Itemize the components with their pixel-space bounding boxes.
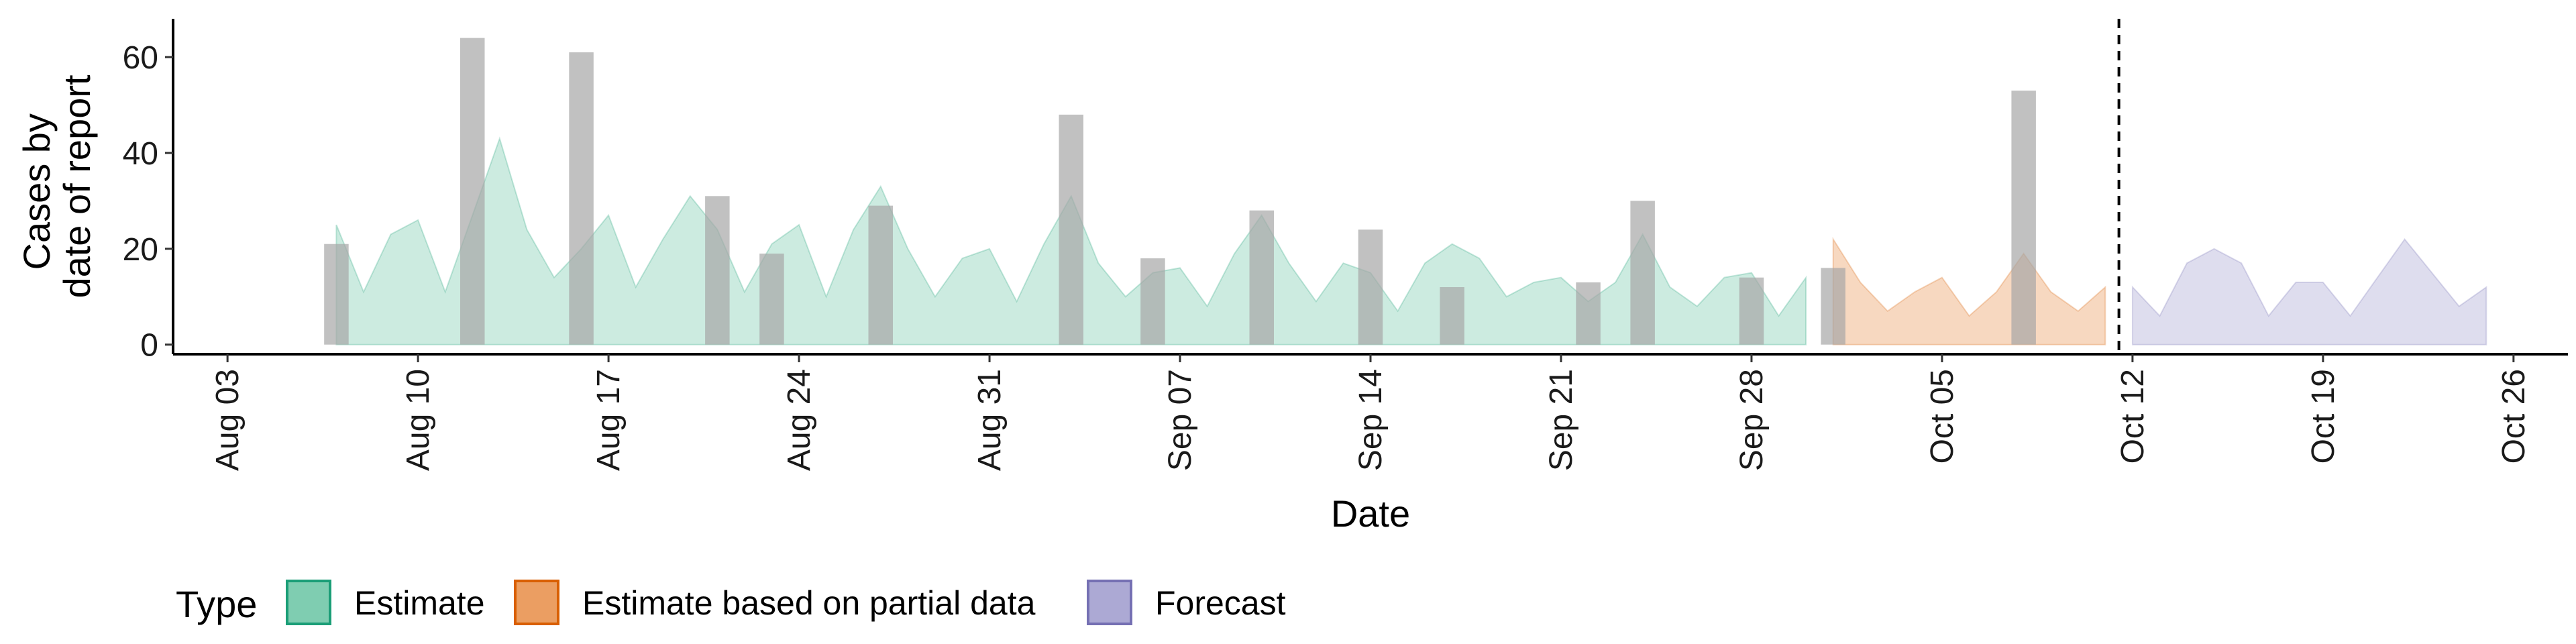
bar-reported-cases (1140, 258, 1165, 345)
x-axis-title: Date (1331, 492, 1410, 535)
legend-title: Type (176, 583, 257, 625)
legend-label: Forecast (1155, 584, 1286, 622)
bar-reported-cases (1440, 287, 1464, 345)
area-estimate-based-on-partial-data (1832, 237, 2106, 345)
y-tick-label: 0 (140, 328, 158, 364)
bar-reported-cases (759, 254, 784, 345)
legend-key-0 (286, 580, 331, 625)
bar-reported-cases (2011, 91, 2036, 345)
x-tick-label: Aug 31 (972, 369, 1008, 471)
x-tick-label: Oct 19 (2306, 369, 2341, 464)
x-tick-label: Aug 17 (591, 369, 627, 471)
axes-layer: 0 20 40 60 Aug 03 Aug 10 Aug 17 Aug 24 Aug 31 Sep… (123, 19, 2568, 471)
x-tick-label: Aug 10 (400, 369, 436, 471)
legend-label: Estimate (354, 584, 485, 622)
x-tick-label: Oct 26 (2496, 369, 2532, 464)
bar-reported-cases (1358, 229, 1383, 345)
y-axis-title-line-1: Cases by (15, 113, 58, 270)
y-axis-title-line-2: date of report (56, 74, 98, 299)
legend-key-1 (514, 580, 559, 625)
bar-layer (324, 38, 2036, 345)
area-layer (335, 136, 2487, 345)
bar-reported-cases (705, 196, 730, 345)
legend: Type Estimate Estimate based on partial d… (176, 580, 1286, 625)
legend-label: Estimate based on partial data (582, 584, 1036, 622)
x-tick-label: Sep 21 (1544, 369, 1579, 471)
y-tick-label: 20 (123, 232, 158, 268)
x-tick-label: Sep 28 (1734, 369, 1770, 471)
bar-reported-cases (460, 38, 485, 345)
x-tick-label: Oct 12 (2115, 369, 2151, 464)
x-tick-label: Oct 05 (1925, 369, 1960, 464)
bar-reported-cases (1821, 268, 1845, 345)
bar-reported-cases (569, 52, 594, 345)
bar-reported-cases (1576, 282, 1601, 345)
bar-reported-cases (868, 205, 893, 345)
bar-reported-cases (324, 244, 349, 345)
x-tick-label: Aug 03 (210, 369, 246, 471)
bar-reported-cases (1739, 277, 1764, 345)
x-tick-label: Sep 07 (1163, 369, 1198, 471)
bar-reported-cases (1630, 201, 1655, 345)
x-tick-label: Sep 14 (1353, 369, 1389, 471)
y-tick-label: 60 (123, 40, 158, 76)
area-forecast (2131, 237, 2487, 345)
y-tick-label: 40 (123, 136, 158, 172)
legend-key-2 (1087, 580, 1132, 625)
x-tick-label: Aug 24 (782, 369, 817, 471)
bar-reported-cases (1249, 210, 1274, 345)
bar-reported-cases (1059, 114, 1083, 345)
y-axis-title: Cases by date of report (15, 74, 98, 299)
